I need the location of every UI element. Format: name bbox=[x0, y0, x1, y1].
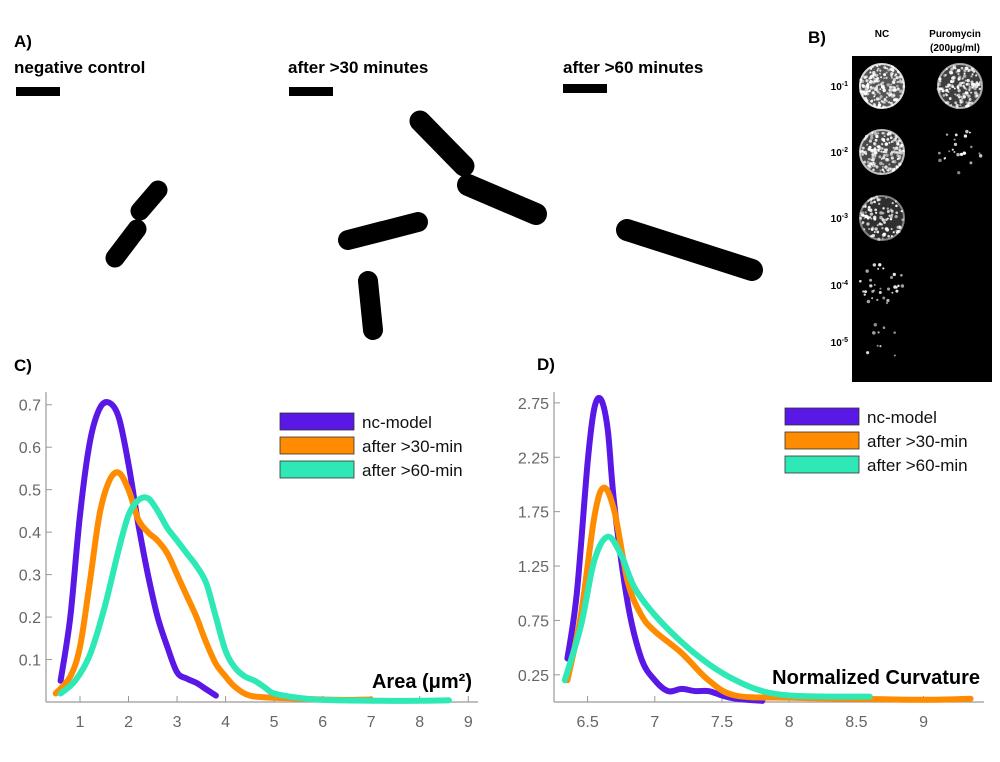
cell bbox=[616, 219, 763, 281]
colony-spot bbox=[859, 63, 906, 109]
y-tick-label: 0.2 bbox=[19, 610, 41, 627]
legend-label: after >30-min bbox=[362, 437, 463, 456]
cell bbox=[338, 212, 428, 250]
col-header-puromycin-conc: (200μg/ml) bbox=[930, 43, 980, 54]
y-tick-label: 0.4 bbox=[19, 525, 41, 542]
cell bbox=[358, 271, 383, 340]
panel-a-label: A) bbox=[14, 32, 32, 51]
col-header-puromycin: Puromycin bbox=[929, 29, 981, 40]
series-line-after-30-min bbox=[52, 469, 375, 703]
x-axis-title: Normalized Curvature bbox=[772, 667, 980, 689]
legend-label: after >60-min bbox=[867, 456, 968, 475]
caption-after-30: after >30 minutes bbox=[288, 58, 429, 77]
scale-bar bbox=[289, 87, 333, 96]
x-tick-label: 9 bbox=[919, 714, 928, 731]
scale-bar bbox=[563, 84, 607, 93]
x-tick-label: 1 bbox=[76, 714, 85, 731]
y-tick-label: 1.25 bbox=[518, 559, 549, 576]
legend-label: after >30-min bbox=[867, 432, 968, 451]
y-tick-label: 0.5 bbox=[19, 483, 41, 500]
y-tick-label: 2.75 bbox=[518, 396, 549, 413]
legend-swatch bbox=[279, 460, 355, 479]
legend-swatch bbox=[784, 431, 860, 450]
series-line-after-60-min bbox=[561, 533, 873, 700]
legend-swatch bbox=[784, 407, 860, 426]
colony-spot bbox=[859, 195, 905, 241]
cell bbox=[409, 110, 475, 177]
x-tick-label: 8.5 bbox=[845, 714, 867, 731]
panel-c-label: C) bbox=[14, 356, 32, 375]
x-tick-label: 3 bbox=[173, 714, 182, 731]
x-tick-label: 6.5 bbox=[576, 714, 598, 731]
x-tick-label: 5 bbox=[270, 714, 279, 731]
colony-spot bbox=[859, 129, 905, 175]
y-tick-label: 0.3 bbox=[19, 568, 41, 585]
x-tick-label: 4 bbox=[221, 714, 230, 731]
series-line-after-60-min bbox=[57, 494, 452, 704]
legend-swatch bbox=[784, 455, 860, 474]
legend-swatch bbox=[279, 436, 355, 455]
colony-spot bbox=[937, 129, 983, 175]
x-tick-label: 2 bbox=[124, 714, 133, 731]
cell bbox=[457, 174, 547, 225]
x-tick-label: 7 bbox=[650, 714, 659, 731]
y-tick-label: 1.75 bbox=[518, 505, 549, 522]
x-tick-label: 7.5 bbox=[711, 714, 733, 731]
y-tick-label: 2.25 bbox=[518, 450, 549, 467]
y-tick-label: 0.75 bbox=[518, 613, 549, 630]
col-header-nc: NC bbox=[875, 29, 889, 40]
x-tick-label: 7 bbox=[367, 714, 376, 731]
y-tick-label: 0.6 bbox=[19, 440, 41, 457]
legend-label: after >60-min bbox=[362, 461, 463, 480]
colony-spot bbox=[859, 263, 905, 305]
caption-negative-control: negative control bbox=[14, 58, 146, 77]
cell bbox=[105, 219, 147, 268]
x-tick-label: 8 bbox=[415, 714, 424, 731]
legend-label: nc-model bbox=[867, 408, 937, 427]
x-tick-label: 8 bbox=[785, 714, 794, 731]
legend-swatch bbox=[279, 412, 355, 431]
x-tick-label: 6 bbox=[318, 714, 327, 731]
legend-label: nc-model bbox=[362, 413, 432, 432]
x-tick-label: 9 bbox=[464, 714, 473, 731]
panel-b-label: B) bbox=[808, 28, 826, 47]
colony-spot bbox=[866, 323, 896, 357]
y-tick-label: 0.1 bbox=[19, 653, 41, 670]
caption-after-60: after >60 minutes bbox=[563, 58, 704, 77]
scale-bar bbox=[16, 87, 60, 96]
colony-spot bbox=[936, 63, 983, 109]
series-line-nc-model bbox=[564, 394, 766, 704]
x-axis-title: Area (μm²) bbox=[372, 671, 472, 693]
y-tick-label: 0.25 bbox=[518, 668, 549, 685]
panel-d-label: D) bbox=[537, 355, 555, 374]
cell bbox=[130, 180, 168, 221]
y-tick-label: 0.7 bbox=[19, 398, 41, 415]
